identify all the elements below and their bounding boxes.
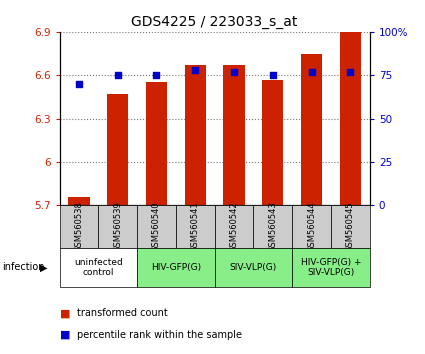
Bar — [301, 53, 322, 205]
Text: HIV-GFP(G) +
SIV-VLP(G): HIV-GFP(G) + SIV-VLP(G) — [301, 258, 361, 277]
Bar — [146, 82, 167, 205]
Point — [308, 69, 315, 75]
Bar — [184, 65, 206, 205]
Bar — [107, 94, 128, 205]
Text: GSM560544: GSM560544 — [307, 201, 316, 252]
Text: ▶: ▶ — [40, 262, 47, 272]
Point — [231, 69, 238, 75]
Text: GSM560538: GSM560538 — [74, 201, 83, 252]
Bar — [262, 80, 283, 205]
Text: GSM560541: GSM560541 — [191, 201, 200, 252]
Text: GSM560540: GSM560540 — [152, 201, 161, 252]
Text: HIV-GFP(G): HIV-GFP(G) — [151, 263, 201, 272]
Bar — [215, 205, 253, 248]
Point — [347, 69, 354, 75]
Point — [192, 67, 198, 73]
Text: ■: ■ — [60, 308, 70, 318]
Text: GSM560539: GSM560539 — [113, 201, 122, 252]
Bar — [340, 32, 361, 205]
Bar — [68, 197, 90, 205]
Title: GDS4225 / 223033_s_at: GDS4225 / 223033_s_at — [131, 16, 298, 29]
Bar — [224, 65, 245, 205]
Bar — [292, 248, 370, 287]
Bar — [331, 205, 370, 248]
Text: GSM560545: GSM560545 — [346, 201, 355, 252]
Bar — [137, 205, 176, 248]
Text: GSM560543: GSM560543 — [268, 201, 277, 252]
Bar — [215, 248, 292, 287]
Bar — [292, 205, 331, 248]
Bar — [176, 205, 215, 248]
Bar — [137, 248, 215, 287]
Text: percentile rank within the sample: percentile rank within the sample — [76, 330, 241, 339]
Bar — [60, 248, 137, 287]
Text: infection: infection — [2, 262, 45, 272]
Bar — [98, 205, 137, 248]
Text: GSM560542: GSM560542 — [230, 201, 238, 252]
Text: uninfected
control: uninfected control — [74, 258, 123, 277]
Point — [76, 81, 82, 87]
Point — [114, 73, 121, 78]
Text: transformed count: transformed count — [76, 308, 167, 318]
Point — [269, 73, 276, 78]
Bar — [60, 205, 98, 248]
Bar — [253, 205, 292, 248]
Text: SIV-VLP(G): SIV-VLP(G) — [230, 263, 277, 272]
Point — [153, 73, 160, 78]
Text: ■: ■ — [60, 330, 70, 339]
